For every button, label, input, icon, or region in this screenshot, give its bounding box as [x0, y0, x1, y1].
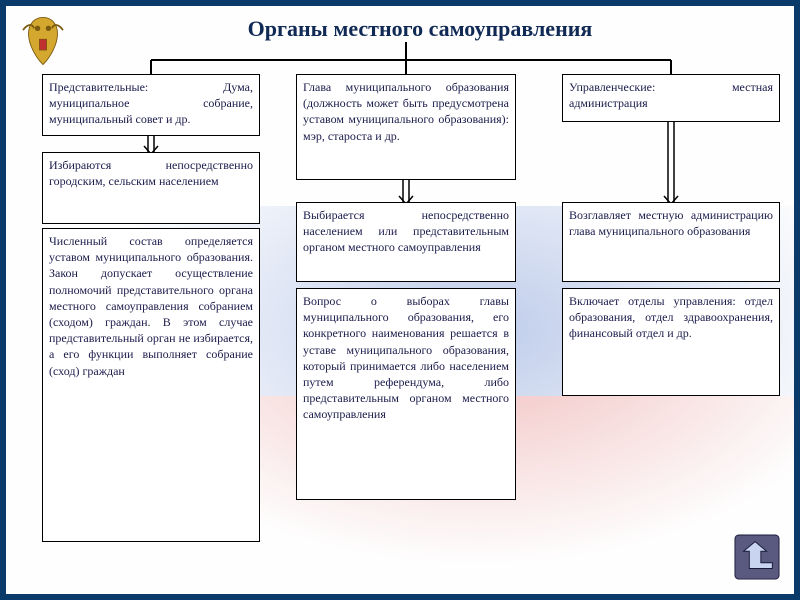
col2-box-2: Выбирается непосредственно населением ил… [296, 202, 516, 282]
col1-box-1: Представительные: Дума, муниципальное со… [42, 74, 260, 136]
col2-box-1: Глава муниципального образования (должно… [296, 74, 516, 180]
col3-box-2: Возглавляет местную администрацию глава … [562, 202, 780, 282]
emblem-icon [14, 12, 72, 70]
nav-back-icon[interactable] [734, 534, 780, 580]
col1-box-3: Численный состав определяется уставом му… [42, 228, 260, 542]
col3-box-1: Управленческие: местная администрация [562, 74, 780, 122]
col2-box-3: Вопрос о выборах главы муниципального об… [296, 288, 516, 500]
slide-frame: Органы местного самоуправления [0, 0, 800, 600]
page-title: Органы местного самоуправления [86, 16, 754, 42]
col1-box-2: Избираются непосредственно городским, се… [42, 152, 260, 224]
col3-box-3: Включает отделы управления: отдел образо… [562, 288, 780, 396]
